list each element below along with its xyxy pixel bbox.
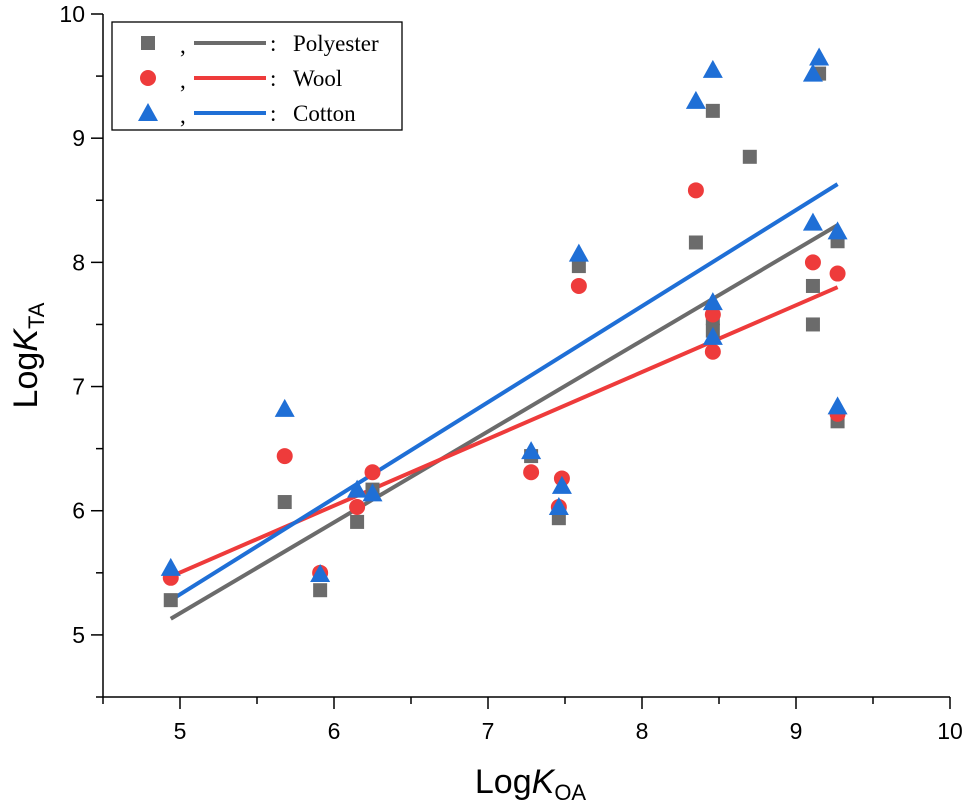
data-point-cotton [802, 63, 823, 82]
data-point-wool [804, 254, 821, 271]
data-point-polyester [277, 495, 292, 510]
legend-label-wool: Wool [293, 66, 342, 91]
data-point-cotton [809, 47, 830, 66]
data-point-polyester [688, 235, 703, 250]
data-point-polyester [742, 149, 757, 164]
y-tick-label: 7 [72, 374, 85, 400]
fit-line-wool [169, 285, 839, 579]
legend-separator: , [180, 33, 186, 58]
legend-entry-cotton: ,: Cotton [138, 101, 356, 128]
data-point-wool [364, 464, 381, 481]
y-tick-label: 5 [72, 622, 85, 648]
data-point-cotton [802, 212, 823, 231]
legend-marker-wool [140, 70, 156, 86]
y-tick-label: 10 [59, 1, 85, 27]
data-point-wool [687, 182, 704, 199]
data-point-wool [570, 277, 587, 294]
data-point-cotton [702, 326, 723, 345]
data-point-polyester [805, 317, 820, 332]
data-point-polyester [705, 103, 720, 118]
legend-label-cotton: Cotton [293, 101, 356, 126]
data-point-cotton [160, 557, 181, 576]
legend-marker-polyester [141, 36, 155, 50]
series-polyester [163, 66, 845, 608]
legend-colon: : [270, 101, 276, 126]
data-point-wool [704, 306, 721, 323]
data-point-cotton [702, 59, 723, 78]
data-point-wool [704, 343, 721, 360]
legend-separator: , [180, 68, 186, 93]
legend-entry-polyester: ,: Polyester [141, 31, 379, 58]
series-cotton [160, 47, 848, 583]
x-tick-label: 8 [636, 718, 649, 744]
data-point-polyester [163, 593, 178, 608]
x-axis-title: LogKOA [475, 763, 587, 805]
data-point-cotton [568, 243, 589, 262]
data-point-polyester [350, 514, 365, 529]
x-tick-label: 10 [937, 718, 963, 744]
data-point-cotton [548, 497, 569, 516]
fit-line-polyester [169, 223, 839, 621]
data-point-cotton [274, 398, 295, 417]
legend-label-polyester: Polyester [293, 31, 379, 56]
data-point-wool [349, 499, 366, 516]
legend-colon: : [270, 66, 276, 91]
data-point-cotton [347, 479, 368, 498]
data-point-wool [829, 265, 846, 282]
data-point-cotton [702, 292, 723, 311]
y-axis-title: LogKTA [7, 302, 49, 408]
data-point-cotton [362, 483, 383, 502]
legend-colon: : [270, 31, 276, 56]
y-tick-label: 6 [72, 498, 85, 524]
data-point-polyester [805, 278, 820, 293]
data-point-polyester [571, 259, 586, 274]
x-tick-label: 9 [790, 718, 803, 744]
axes: 5 6 7 8 9 10 5 6 7 8 9 10 [59, 1, 962, 744]
legend-entry-wool: ,: Wool [140, 66, 342, 93]
data-point-wool [523, 464, 540, 481]
data-point-cotton [521, 441, 542, 460]
data-point-cotton [551, 475, 572, 494]
x-tick-label: 5 [174, 718, 187, 744]
data-point-wool [276, 448, 293, 465]
data-point-cotton [685, 90, 706, 109]
legend-separator: , [180, 103, 186, 128]
legend: ,: Polyester,: Wool,: Cotton [111, 21, 403, 131]
legend-marker-cotton [138, 103, 158, 121]
x-tick-label: 6 [328, 718, 341, 744]
x-tick-label: 7 [482, 718, 495, 744]
y-tick-label: 9 [72, 125, 85, 151]
y-tick-label: 8 [72, 249, 85, 275]
plot-area [160, 47, 848, 621]
data-point-cotton [827, 221, 848, 240]
data-point-cotton [310, 564, 331, 583]
data-point-polyester [313, 583, 328, 598]
fit-line-cotton [169, 182, 839, 602]
data-point-cotton [827, 396, 848, 415]
